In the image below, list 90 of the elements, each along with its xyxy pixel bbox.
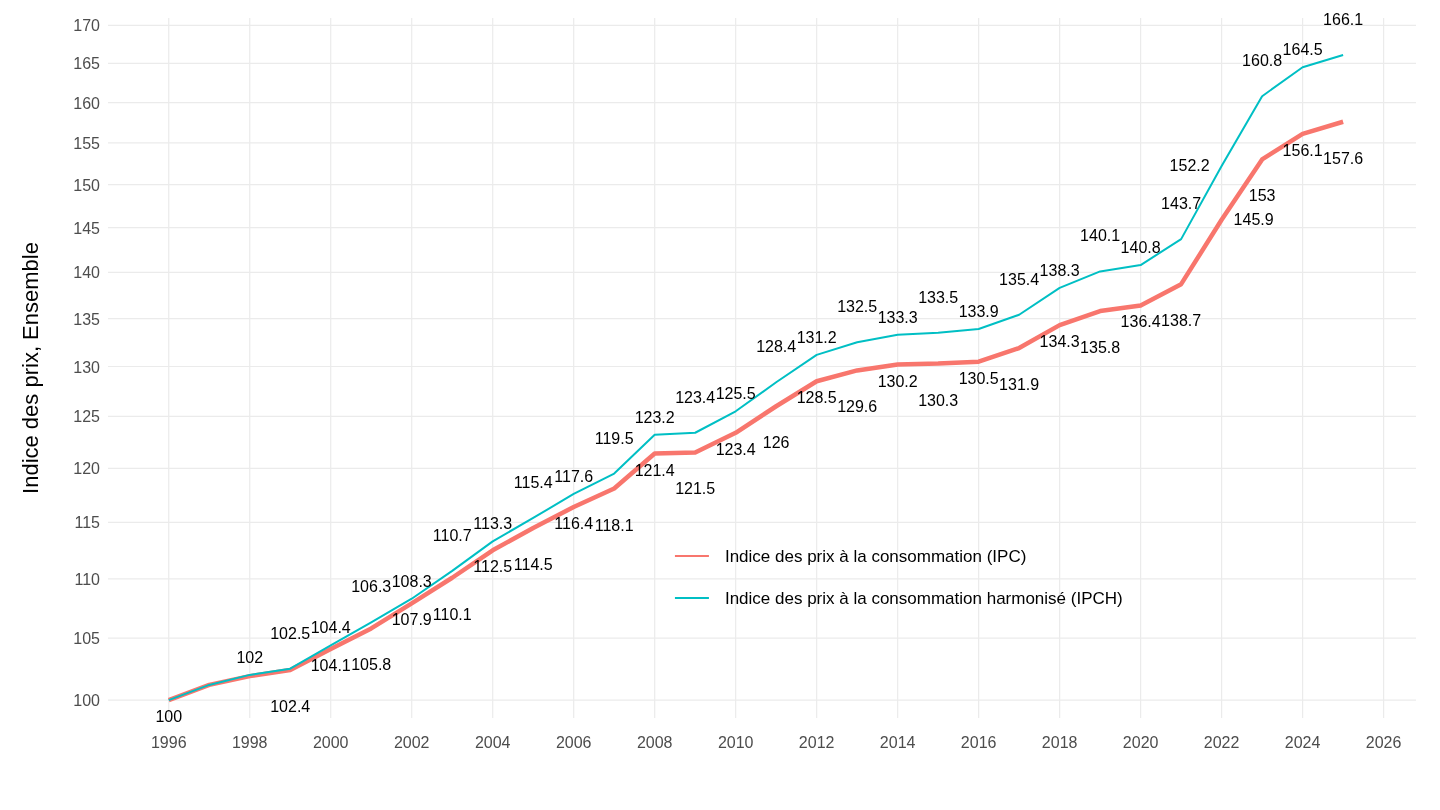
data-label: 110.1	[432, 605, 472, 623]
data-label: 117.6	[554, 467, 594, 485]
data-label: 140.1	[1080, 227, 1121, 245]
data-label: 136.4	[1120, 313, 1161, 331]
y-tick-label: 145	[73, 219, 101, 237]
data-label: 132.5	[837, 298, 878, 316]
data-label: 138.3	[1039, 261, 1080, 279]
data-label: 134.3	[1039, 333, 1080, 351]
data-label: 129.6	[837, 398, 878, 416]
data-label: 128.4	[756, 338, 797, 356]
data-label: 119.5	[594, 429, 634, 447]
data-label: 130.3	[918, 391, 959, 409]
x-tick-label: 2000	[312, 734, 349, 751]
legend-label: Indice des prix à la consommation (IPC)	[724, 546, 1027, 566]
y-tick-label: 140	[73, 264, 101, 282]
data-label: 133.9	[958, 302, 999, 320]
data-label: 106.3	[351, 578, 392, 596]
data-label: 152.2	[1169, 157, 1210, 175]
x-tick-label: 2012	[798, 734, 835, 751]
data-label: 143.7	[1161, 195, 1202, 213]
y-tick-label: 120	[73, 460, 101, 478]
data-label: 104.4	[310, 619, 351, 637]
x-tick-label: 2002	[393, 734, 430, 751]
data-label: 130.2	[877, 372, 918, 390]
y-tick-label: 115	[74, 514, 101, 532]
data-label: 114.5	[513, 555, 553, 573]
data-label: 131.2	[796, 328, 837, 346]
x-tick-label: 2010	[717, 734, 754, 751]
y-tick-label: 135	[73, 310, 101, 328]
data-label: 107.9	[391, 611, 432, 629]
data-label: 130.5	[958, 369, 999, 387]
data-label: 145.9	[1233, 210, 1274, 228]
legend-label: Indice des prix à la consommation harmonisé (IPCH)	[724, 588, 1123, 608]
y-axis-title: Indice des prix, Ensemble	[18, 242, 43, 494]
x-tick-label: 2022	[1203, 734, 1240, 751]
x-tick-label: 2020	[1122, 734, 1159, 751]
data-label: 102.5	[270, 624, 311, 642]
x-tick-label: 2024	[1284, 734, 1321, 751]
data-label: 102	[236, 648, 264, 666]
x-tick-label: 2026	[1365, 734, 1402, 751]
y-tick-label: 170	[73, 17, 101, 35]
data-label: 125.5	[715, 385, 756, 403]
data-label: 121.4	[634, 461, 675, 479]
data-label: 121.5	[675, 480, 716, 498]
y-tick-label: 105	[73, 630, 101, 648]
data-label: 156.1	[1282, 141, 1323, 159]
data-label: 113.3	[473, 515, 513, 533]
data-label: 108.3	[391, 572, 432, 590]
data-label: 112.5	[473, 558, 513, 576]
y-tick-label: 130	[73, 358, 101, 376]
data-label: 123.4	[675, 388, 716, 406]
data-label: 104.1	[310, 656, 351, 674]
x-tick-label: 2004	[474, 734, 511, 751]
y-tick-label: 160	[73, 94, 101, 112]
data-label: 123.4	[715, 440, 756, 458]
x-tick-label: 2018	[1041, 734, 1078, 751]
data-label: 115.4	[513, 473, 553, 491]
data-label: 128.5	[796, 389, 837, 407]
data-label: 126	[762, 434, 790, 452]
y-tick-label: 155	[73, 134, 101, 152]
x-tick-label: 2016	[960, 734, 997, 751]
data-label: 133.5	[918, 288, 959, 306]
y-tick-label: 165	[73, 55, 101, 73]
data-label: 166.1	[1323, 10, 1364, 28]
x-tick-label: 1996	[150, 734, 187, 751]
data-label: 100	[155, 708, 183, 726]
x-tick-label: 1998	[231, 734, 268, 751]
data-label: 118.1	[594, 516, 634, 534]
data-label: 164.5	[1282, 41, 1323, 59]
y-tick-label: 100	[73, 692, 101, 710]
data-label: 138.7	[1161, 312, 1202, 330]
data-label: 140.8	[1120, 239, 1161, 257]
data-label: 160.8	[1242, 52, 1283, 70]
data-label: 157.6	[1323, 149, 1364, 167]
data-label: 123.2	[634, 408, 675, 426]
x-tick-label: 2008	[636, 734, 673, 751]
y-tick-label: 110	[74, 570, 101, 588]
data-label: 102.4	[270, 697, 311, 715]
data-label: 110.7	[432, 526, 472, 544]
y-tick-label: 125	[73, 408, 101, 426]
data-label: 131.9	[999, 376, 1040, 394]
data-label: 116.4	[554, 515, 594, 532]
data-label: 135.8	[1080, 339, 1121, 357]
data-label: 133.3	[877, 308, 918, 326]
data-label: 105.8	[351, 656, 392, 674]
data-label: 135.4	[999, 270, 1040, 288]
x-tick-label: 2006	[555, 734, 592, 751]
data-label: 153	[1248, 187, 1276, 205]
x-tick-label: 2014	[879, 734, 916, 751]
y-tick-label: 150	[73, 176, 101, 194]
